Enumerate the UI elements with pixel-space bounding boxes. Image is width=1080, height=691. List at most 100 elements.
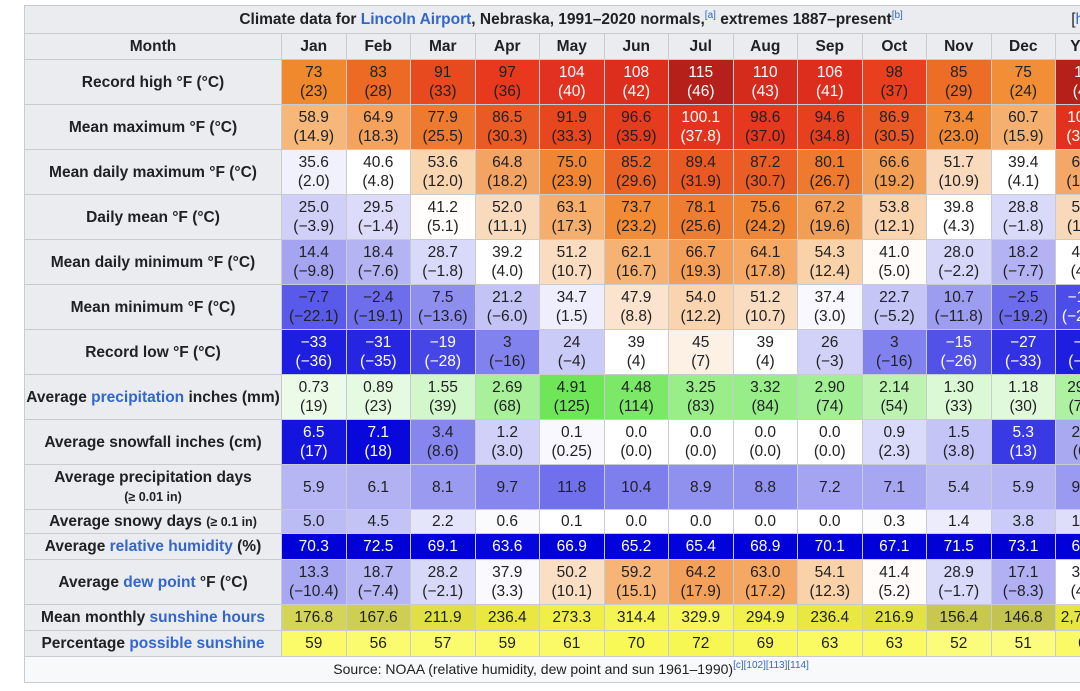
month-value-cell: 0.0 (0.0)	[732, 419, 798, 465]
primary-value: 37.9	[492, 564, 523, 581]
converted-value: (33)	[944, 398, 973, 415]
month-value-cell: 0.73 (19)	[281, 374, 347, 420]
month-value-cell: 89.4 (31.9)	[668, 149, 734, 195]
converted-value: (10.7)	[551, 263, 593, 280]
primary-value: 1.55	[427, 379, 458, 396]
primary-value: 25.0	[298, 199, 329, 216]
footnote-a-link[interactable]: [a]	[704, 10, 716, 21]
converted-value: (7)	[691, 353, 711, 370]
primary-value: 28.0	[943, 244, 974, 261]
row-header-text: Average	[58, 573, 124, 591]
month-value-cell: 7.5 (−13.6)	[410, 284, 476, 330]
month-value-cell: 26 (−3)	[797, 329, 863, 375]
primary-value: 75.0	[556, 154, 587, 171]
month-value-cell: 1.30 (33)	[926, 374, 992, 420]
month-value-cell: 6.5 (17)	[281, 419, 347, 465]
data-row: Mean daily maximum °F (°C) 35.6 (2.0) 40.6 (…	[24, 149, 1080, 195]
converted-value: (33)	[428, 83, 457, 100]
month-value-cell: 0.89 (23)	[345, 374, 411, 420]
primary-value: 3.4	[431, 424, 454, 441]
converted-value: (4)	[755, 353, 775, 370]
data-row: Record low °F (°C) −33 (−36) −31 (−35) −19 (−2…	[24, 329, 1080, 375]
hide-toggle[interactable]: [hide]	[1071, 10, 1080, 29]
month-value-cell: 52	[926, 630, 992, 657]
converted-value: (−4)	[557, 353, 586, 370]
month-value-cell: 28.0 (−2.2)	[926, 239, 992, 285]
row-header-text: (%)	[232, 538, 262, 555]
month-value-cell: 64.8 (18.2)	[474, 149, 540, 195]
month-value-cell: 85 (29)	[926, 59, 992, 105]
row-header-link[interactable]: relative humidity	[109, 538, 233, 555]
converted-value: (18)	[364, 443, 393, 460]
primary-value: 85	[950, 64, 968, 81]
month-value-cell: 65.4	[668, 533, 734, 560]
month-value-cell: 98.6 (37.0)	[732, 104, 798, 150]
row-header: Mean daily minimum °F (°C)	[24, 239, 282, 285]
year-value-cell: 68.6	[1054, 533, 1080, 560]
primary-value: 3.25	[685, 379, 716, 396]
row-header: Mean maximum °F (°C)	[24, 104, 282, 150]
row-header-link[interactable]: possible sunshine	[129, 635, 265, 652]
converted-value: (2.3)	[878, 443, 911, 460]
converted-value: (−1.7)	[938, 583, 980, 600]
row-header-link[interactable]: sunshine hours	[149, 609, 265, 626]
converted-value: (17.2)	[745, 583, 786, 600]
primary-value: −33	[300, 334, 327, 351]
lincoln-airport-link[interactable]: Lincoln Airport	[360, 11, 472, 28]
primary-value: 89.4	[685, 154, 716, 171]
hide-button[interactable]: hide	[1075, 11, 1080, 28]
converted-value: (74)	[815, 398, 844, 415]
data-row: Record high °F (°C) 73 (23) 83 (28) 91 (33) 97 (…	[24, 59, 1080, 105]
converted-value: (−19.1)	[353, 308, 404, 325]
row-header-link[interactable]: precipitation	[91, 388, 185, 406]
converted-value: (14.9)	[293, 128, 335, 145]
month-value-cell: 14.4 (−9.8)	[281, 239, 347, 285]
converted-value: (−19.2)	[998, 308, 1049, 325]
primary-value: 39.7	[1071, 564, 1080, 581]
converted-value: (29.6)	[616, 173, 657, 190]
primary-value: 3	[502, 334, 512, 351]
converted-value: (19)	[299, 398, 328, 415]
month-value-cell: 294.9	[732, 604, 798, 631]
primary-value: 104	[558, 64, 585, 81]
converted-value: (−2.2)	[938, 263, 980, 280]
source-reference-link[interactable]: [c]	[733, 660, 744, 671]
primary-value: 64.9	[363, 109, 394, 126]
month-value-cell: 67.1	[861, 533, 927, 560]
converted-value: (4.8)	[362, 173, 395, 190]
primary-value: 52.3	[1071, 199, 1080, 216]
primary-value: −15	[945, 334, 972, 351]
month-value-cell: 236.4	[797, 604, 863, 631]
row-header: Average snowfall inches (cm)	[24, 419, 282, 465]
primary-value: −31	[365, 334, 392, 351]
month-value-cell: 78.1 (25.6)	[668, 194, 734, 240]
month-value-cell: 63.6	[474, 533, 540, 560]
year-value-cell: 101.7 (38.7)	[1054, 104, 1080, 150]
month-value-cell: 67.2 (19.6)	[797, 194, 863, 240]
row-header-text: Average snowy days	[49, 512, 202, 530]
month-value-cell: 1.18 (30)	[990, 374, 1056, 420]
primary-value: 66.6	[879, 154, 910, 171]
primary-value: 6.5	[302, 424, 325, 441]
source-reference-link[interactable]: [102]	[743, 660, 766, 671]
primary-value: 41.2	[427, 199, 458, 216]
converted-value: (54)	[880, 398, 909, 415]
month-value-cell: 0.1 (0.25)	[539, 419, 605, 465]
month-value-cell: 3 (−16)	[861, 329, 927, 375]
primary-value: 26.0	[1071, 424, 1080, 441]
row-header-link[interactable]: dew point	[123, 573, 196, 591]
month-value-cell: 59.2 (15.1)	[603, 559, 669, 605]
source-reference-link[interactable]: [113]	[765, 660, 788, 671]
converted-value: (−33)	[1004, 353, 1042, 370]
month-value-cell: 4.48 (114)	[603, 374, 669, 420]
month-header-aug: Aug	[732, 33, 798, 60]
month-value-cell: 94.6 (34.8)	[797, 104, 863, 150]
converted-value: (38.7)	[1066, 128, 1080, 145]
month-value-cell: −7.7 (−22.1)	[281, 284, 347, 330]
primary-value: 51.2	[750, 289, 781, 306]
month-value-cell: 86.9 (30.5)	[861, 104, 927, 150]
source-reference-link[interactable]: [114]	[787, 660, 809, 671]
converted-value: (46)	[1072, 83, 1080, 100]
footnote-b-link[interactable]: [b]	[891, 10, 903, 21]
month-value-cell: 3.32 (84)	[732, 374, 798, 420]
